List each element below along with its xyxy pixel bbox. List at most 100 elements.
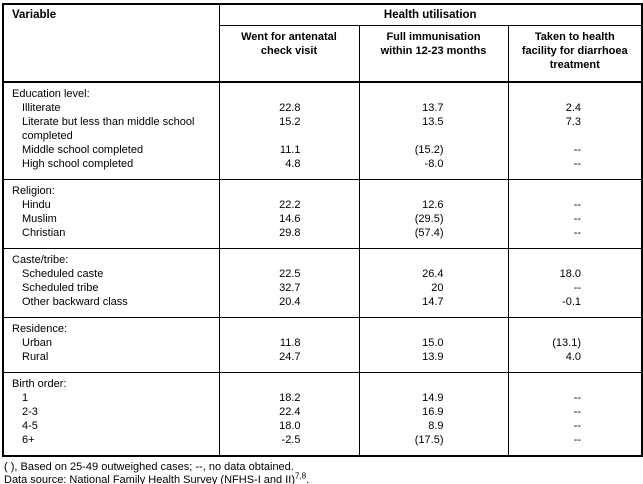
value-cell <box>218 81 360 101</box>
value-cell: -2.5 <box>218 433 360 456</box>
value-cell: 4.8 <box>218 157 360 180</box>
value-cell: (13.1) <box>507 336 643 350</box>
row-label: High school completed <box>2 157 220 180</box>
column-header-full-immunisation: Full immunisation within 12-23 months <box>358 25 509 83</box>
table-row: High school completed 4.8 -8.0 -- <box>2 157 643 180</box>
section-label: Education level: <box>2 81 220 101</box>
value-cell <box>218 248 360 267</box>
value-cell: 20 <box>358 281 509 295</box>
value-cell: 13.9 <box>358 350 509 373</box>
section-label: Birth order: <box>2 372 220 391</box>
value-cell: -- <box>507 157 643 180</box>
value-cell: 22.5 <box>218 267 360 281</box>
value-cell <box>507 81 643 101</box>
column-header-antenatal-check-visit: Went for antenatal check visit <box>218 25 360 83</box>
value-cell <box>218 179 360 198</box>
table-row: Illiterate 22.8 13.7 2.4 <box>2 101 643 115</box>
value-cell: 29.8 <box>218 226 360 249</box>
value-cell <box>358 179 509 198</box>
table-row: Literate but less than middle school com… <box>2 115 643 143</box>
value-cell: -- <box>507 281 643 295</box>
table-row: Scheduled caste 22.5 26.4 18.0 <box>2 267 643 281</box>
value-cell: 11.8 <box>218 336 360 350</box>
value-cell <box>507 179 643 198</box>
value-cell <box>507 372 643 391</box>
value-cell: 24.7 <box>218 350 360 373</box>
value-cell: 18.2 <box>218 391 360 405</box>
value-cell: 15.0 <box>358 336 509 350</box>
row-label: Scheduled caste <box>2 267 220 281</box>
row-label: 1 <box>2 391 220 405</box>
footnotes: ( ), Based on 25-49 outweighed cases; --… <box>2 457 641 484</box>
value-cell: -8.0 <box>358 157 509 180</box>
value-cell <box>218 372 360 391</box>
row-label: Scheduled tribe <box>2 281 220 295</box>
row-label: Other backward class <box>2 295 220 318</box>
value-cell: -- <box>507 143 643 157</box>
value-cell: -- <box>507 405 643 419</box>
column-header-variable: Variable <box>2 4 220 83</box>
row-label: Literate but less than middle school com… <box>2 115 220 143</box>
value-cell: 4.0 <box>507 350 643 373</box>
value-cell: (29.5) <box>358 212 509 226</box>
value-cell: 15.2 <box>218 115 360 143</box>
footnote-data-source: Data source: National Family Health Surv… <box>4 471 641 484</box>
value-cell: 14.7 <box>358 295 509 318</box>
row-label: Christian <box>2 226 220 249</box>
section-row: Caste/tribe: <box>2 248 643 267</box>
value-cell: (15.2) <box>358 143 509 157</box>
footnote-symbols: ( ), Based on 25-49 outweighed cases; --… <box>4 461 294 473</box>
value-cell: -0.1 <box>507 295 643 318</box>
row-label: Urban <box>2 336 220 350</box>
value-cell <box>358 317 509 336</box>
value-cell: 13.7 <box>358 101 509 115</box>
row-label: Middle school completed <box>2 143 220 157</box>
table-row: 4-5 18.0 8.9 -- <box>2 419 643 433</box>
value-cell <box>358 248 509 267</box>
table-row: Middle school completed 11.1 (15.2) -- <box>2 143 643 157</box>
table-row: Other backward class 20.4 14.7 -0.1 <box>2 295 643 318</box>
row-label: Muslim <box>2 212 220 226</box>
value-cell: 2.4 <box>507 101 643 115</box>
row-label: Hindu <box>2 198 220 212</box>
value-cell: 22.4 <box>218 405 360 419</box>
value-cell: 16.9 <box>358 405 509 419</box>
table-row: Rural 24.7 13.9 4.0 <box>2 350 643 373</box>
value-cell: 14.6 <box>218 212 360 226</box>
footnote-data-source-period: . <box>306 474 310 484</box>
value-cell: 32.7 <box>218 281 360 295</box>
value-cell: -- <box>507 419 643 433</box>
value-cell: 22.2 <box>218 198 360 212</box>
value-cell <box>507 248 643 267</box>
group-header-health-utilisation: Health utilisation <box>218 4 643 26</box>
table-row: Christian 29.8 (57.4) -- <box>2 226 643 249</box>
value-cell: 13.5 <box>358 115 509 143</box>
footnote-data-source-text: Data source: National Family Health Surv… <box>4 474 295 484</box>
value-cell: 20.4 <box>218 295 360 318</box>
section-row: Education level: <box>2 81 643 101</box>
value-cell: (57.4) <box>358 226 509 249</box>
row-label: Rural <box>2 350 220 373</box>
value-cell <box>358 372 509 391</box>
section-label: Caste/tribe: <box>2 248 220 267</box>
value-cell <box>218 317 360 336</box>
table-body: Education level: Illiterate 22.8 13.7 2.4 Lit… <box>2 81 643 456</box>
header-row-columns: Went for antenatal check visit Full immu… <box>3 25 643 83</box>
value-cell: -- <box>507 433 643 456</box>
value-cell: 12.6 <box>358 198 509 212</box>
table-header: Variable Health utilisation Went for ant… <box>2 4 643 83</box>
value-cell: 18.0 <box>507 267 643 281</box>
footnote-citation-superscript: 7,8 <box>295 471 307 481</box>
header-row-group: Variable Health utilisation <box>2 4 643 83</box>
value-cell: -- <box>507 391 643 405</box>
value-cell: 7.3 <box>507 115 643 143</box>
table-row: Urban 11.8 15.0 (13.1) <box>2 336 643 350</box>
value-cell: 26.4 <box>358 267 509 281</box>
row-label: 6+ <box>2 433 220 456</box>
section-row: Residence: <box>2 317 643 336</box>
row-label: Illiterate <box>2 101 220 115</box>
section-row: Religion: <box>2 179 643 198</box>
value-cell <box>507 317 643 336</box>
table-row: Scheduled tribe 32.7 20 -- <box>2 281 643 295</box>
value-cell: 18.0 <box>218 419 360 433</box>
